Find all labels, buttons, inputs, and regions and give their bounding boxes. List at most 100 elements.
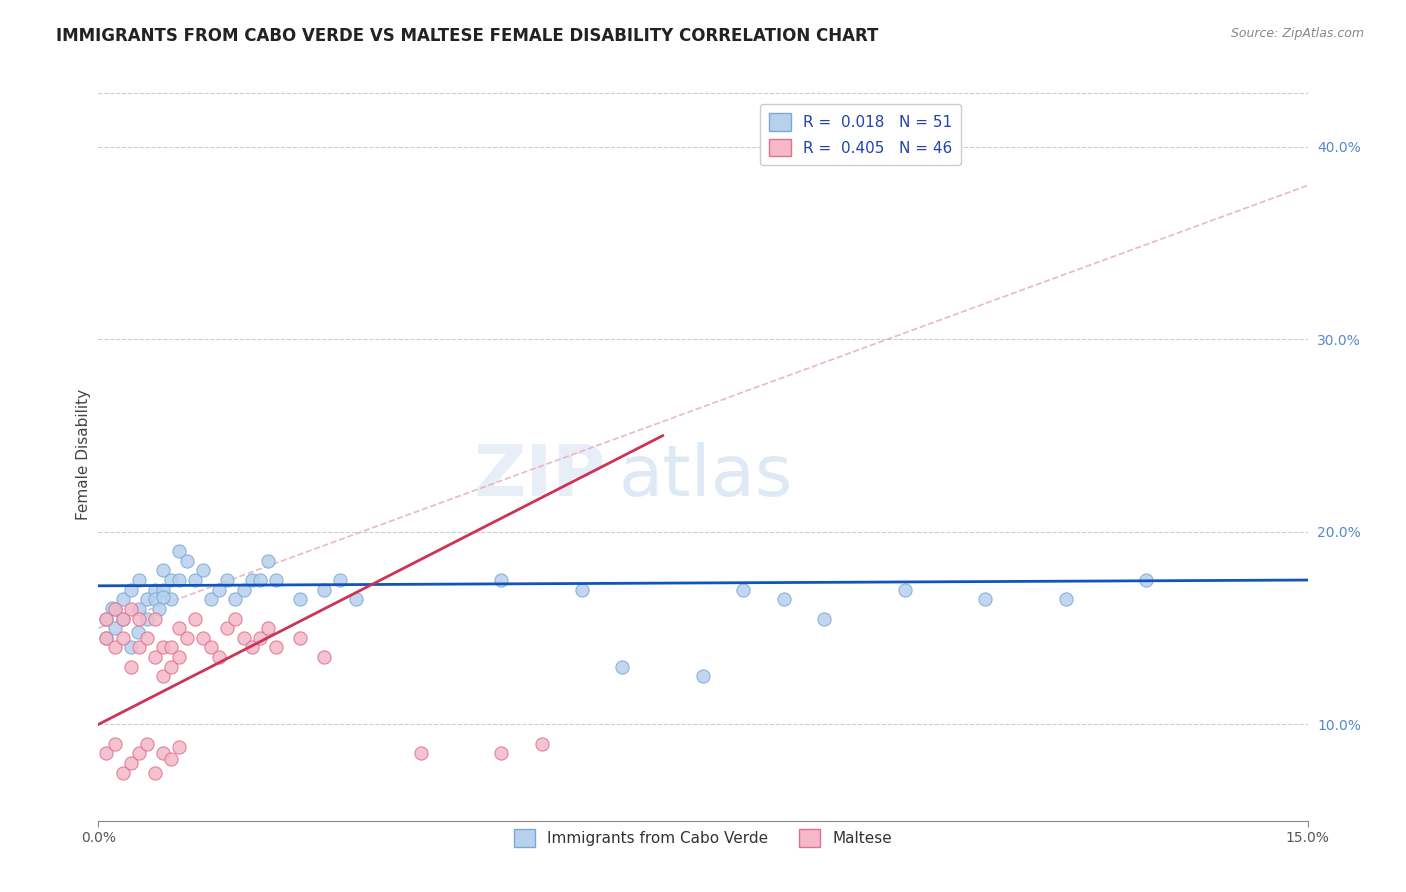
Point	[249, 573, 271, 587]
Point	[128, 602, 150, 616]
Point	[160, 573, 183, 587]
Text: ZIP: ZIP	[474, 442, 606, 511]
Point	[128, 573, 150, 587]
Point	[813, 611, 835, 625]
Point	[344, 592, 367, 607]
Point	[571, 582, 593, 597]
Point	[143, 611, 166, 625]
Point	[143, 765, 166, 780]
Point	[111, 611, 134, 625]
Point	[143, 650, 166, 665]
Point	[103, 602, 125, 616]
Point	[1054, 592, 1077, 607]
Point	[249, 631, 271, 645]
Point	[135, 592, 157, 607]
Point	[491, 746, 513, 760]
Point	[264, 573, 287, 587]
Point	[101, 601, 124, 615]
Text: atlas: atlas	[619, 442, 793, 511]
Point	[103, 737, 125, 751]
Point	[167, 650, 190, 665]
Point	[193, 563, 215, 577]
Point	[530, 737, 553, 751]
Point	[96, 611, 118, 625]
Point	[314, 582, 336, 597]
Point	[160, 659, 183, 673]
Point	[772, 592, 794, 607]
Y-axis label: Female Disability: Female Disability	[76, 389, 91, 521]
Point	[208, 650, 231, 665]
Point	[128, 746, 150, 760]
Point	[128, 611, 150, 625]
Point	[256, 621, 278, 635]
Point	[143, 592, 166, 607]
Point	[612, 659, 634, 673]
Point	[329, 573, 352, 587]
Legend: Immigrants from Cabo Verde, Maltese: Immigrants from Cabo Verde, Maltese	[508, 823, 898, 854]
Point	[127, 624, 149, 639]
Point	[135, 737, 157, 751]
Point	[167, 740, 190, 755]
Point	[152, 590, 174, 604]
Point	[176, 631, 198, 645]
Point	[120, 602, 142, 616]
Point	[167, 544, 190, 558]
Point	[176, 554, 198, 568]
Point	[111, 611, 134, 625]
Point	[167, 573, 190, 587]
Point	[152, 582, 174, 597]
Point	[148, 602, 170, 616]
Text: IMMIGRANTS FROM CABO VERDE VS MALTESE FEMALE DISABILITY CORRELATION CHART: IMMIGRANTS FROM CABO VERDE VS MALTESE FE…	[56, 27, 879, 45]
Point	[184, 573, 207, 587]
Point	[200, 640, 222, 655]
Point	[160, 640, 183, 655]
Point	[103, 602, 125, 616]
Point	[103, 640, 125, 655]
Point	[1135, 573, 1157, 587]
Point	[120, 659, 142, 673]
Point	[152, 669, 174, 683]
Point	[152, 640, 174, 655]
Point	[256, 554, 278, 568]
Point	[120, 640, 142, 655]
Point	[200, 592, 222, 607]
Point	[120, 582, 142, 597]
Point	[120, 756, 142, 770]
Point	[167, 621, 190, 635]
Point	[160, 752, 183, 766]
Point	[692, 669, 714, 683]
Point	[111, 631, 134, 645]
Point	[160, 592, 183, 607]
Point	[152, 563, 174, 577]
Point	[288, 631, 311, 645]
Point	[264, 640, 287, 655]
Point	[184, 611, 207, 625]
Point	[232, 582, 254, 597]
Point	[974, 592, 997, 607]
Point	[193, 631, 215, 645]
Point	[288, 592, 311, 607]
Point	[208, 582, 231, 597]
Point	[893, 582, 915, 597]
Point	[491, 573, 513, 587]
Point	[240, 640, 263, 655]
Point	[409, 746, 432, 760]
Point	[135, 631, 157, 645]
Point	[217, 573, 239, 587]
Point	[232, 631, 254, 645]
Point	[96, 611, 118, 625]
Point	[143, 582, 166, 597]
Point	[111, 765, 134, 780]
Point	[240, 573, 263, 587]
Point	[96, 631, 118, 645]
Text: Source: ZipAtlas.com: Source: ZipAtlas.com	[1230, 27, 1364, 40]
Point	[135, 611, 157, 625]
Point	[128, 640, 150, 655]
Point	[224, 592, 246, 607]
Point	[96, 746, 118, 760]
Point	[224, 611, 246, 625]
Point	[96, 631, 118, 645]
Point	[111, 592, 134, 607]
Point	[314, 650, 336, 665]
Point	[733, 582, 755, 597]
